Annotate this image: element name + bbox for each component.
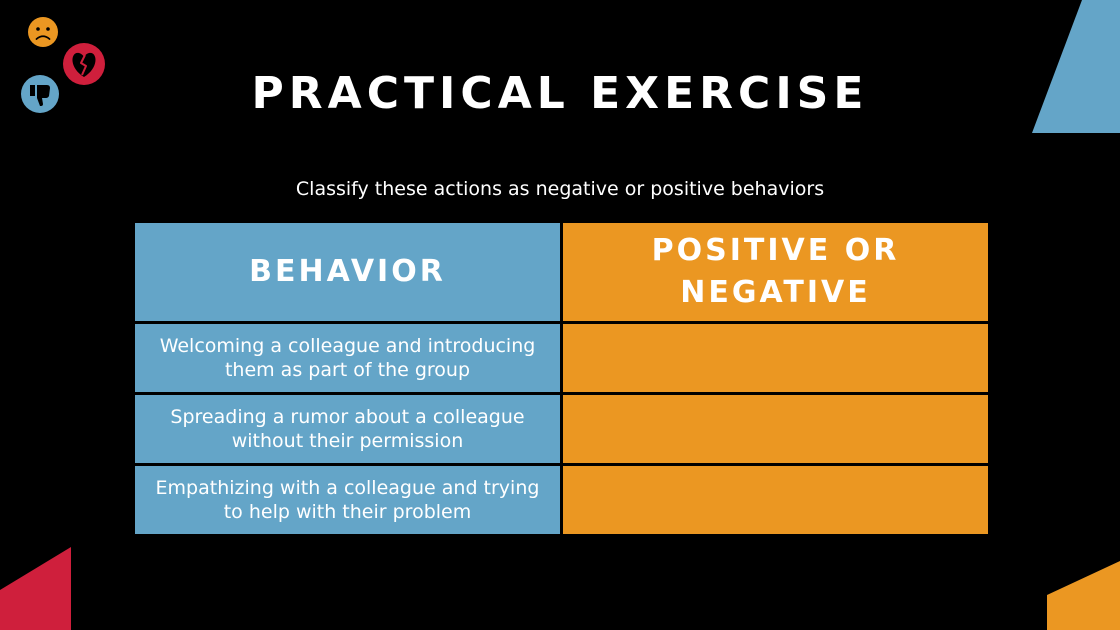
- answer-cell[interactable]: [560, 392, 991, 466]
- behavior-table: BEHAVIOR POSITIVE OR NEGATIVE Welcoming …: [132, 220, 991, 537]
- table-header-row: BEHAVIOR POSITIVE OR NEGATIVE: [132, 220, 991, 324]
- answer-cell[interactable]: [560, 321, 991, 395]
- answer-cell[interactable]: [560, 463, 991, 537]
- table-row: Spreading a rumor about a colleague with…: [132, 392, 991, 466]
- sad-face-icon: [28, 17, 58, 47]
- behavior-cell: Welcoming a colleague and introducing th…: [132, 321, 563, 395]
- thumbs-down-icon: [21, 75, 59, 113]
- page-subtitle: Classify these actions as negative or po…: [295, 178, 825, 200]
- table-row: Welcoming a colleague and introducing th…: [132, 321, 991, 395]
- broken-heart-icon: [63, 43, 105, 85]
- page-title: PRACTICAL EXERCISE: [251, 68, 869, 119]
- bottom-left-red-shape: [0, 547, 71, 630]
- bottom-right-orange-shape: [1047, 561, 1120, 630]
- behavior-cell: Spreading a rumor about a colleague with…: [132, 392, 563, 466]
- behavior-cell: Empathizing with a colleague and trying …: [132, 463, 563, 537]
- table-row: Empathizing with a colleague and trying …: [132, 463, 991, 537]
- header-behavior: BEHAVIOR: [132, 220, 563, 324]
- header-positive-or-negative: POSITIVE OR NEGATIVE: [560, 220, 991, 324]
- top-right-blue-shape: [1032, 0, 1120, 133]
